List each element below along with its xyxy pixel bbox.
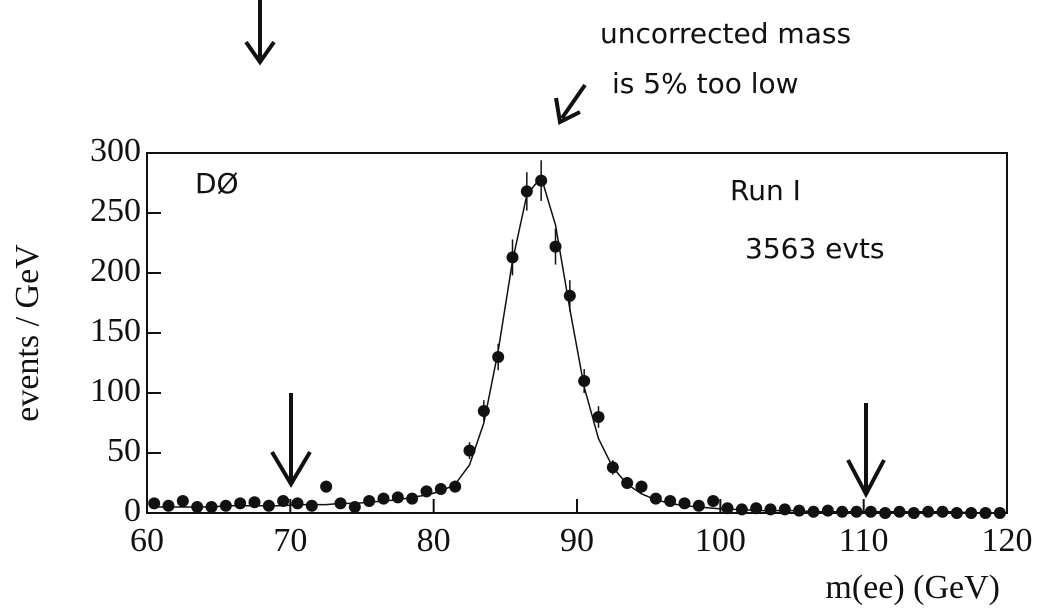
data-point	[807, 505, 820, 518]
data-point	[821, 504, 834, 517]
y-tick-label: 300	[90, 132, 141, 169]
data-point	[707, 495, 720, 507]
data-point	[205, 501, 218, 513]
data-point	[463, 444, 476, 457]
x-tick-label: 120	[982, 522, 1033, 559]
arrow	[270, 393, 312, 488]
data-point	[664, 495, 677, 507]
data-point	[520, 185, 533, 198]
data-point	[563, 289, 576, 302]
data-point	[535, 174, 548, 187]
data-point	[248, 496, 261, 509]
data-point	[305, 499, 318, 512]
x-tick-label: 70	[273, 522, 307, 559]
data-point	[477, 405, 490, 417]
data-point	[922, 505, 935, 518]
data-point	[793, 504, 806, 517]
x-tick-label: 60	[130, 522, 164, 559]
data-point	[606, 461, 619, 474]
data-point	[148, 497, 161, 510]
data-point	[377, 492, 390, 505]
data-point	[893, 505, 906, 518]
data-point	[406, 492, 419, 505]
x-tick-label: 80	[417, 522, 451, 559]
annotation: is 5% too low	[612, 67, 799, 100]
data-point	[850, 505, 863, 518]
data-point	[549, 240, 562, 253]
data-point	[506, 251, 519, 264]
fit-line	[154, 175, 1000, 514]
data-point	[864, 505, 877, 518]
data-point	[420, 485, 433, 498]
data-point	[950, 507, 963, 519]
data-point	[277, 495, 290, 507]
data-point	[234, 497, 247, 510]
data-point	[936, 505, 949, 518]
arrow	[846, 403, 886, 499]
data-point	[592, 411, 605, 423]
data-point	[262, 499, 275, 512]
data-point	[836, 505, 849, 518]
data-point	[979, 507, 992, 519]
x-axis-label: m(ee) (GeV)	[825, 569, 1000, 606]
data-point	[434, 483, 447, 495]
data-point	[649, 492, 662, 505]
y-tick-label: 150	[90, 312, 141, 349]
data-point	[965, 507, 978, 519]
data-point	[879, 507, 892, 519]
y-tick-label: 200	[90, 252, 141, 289]
data-point	[391, 491, 404, 504]
data-point	[735, 503, 748, 516]
data-point	[320, 480, 333, 493]
data-point	[993, 507, 1006, 519]
data-point	[176, 495, 189, 507]
arrow	[244, 0, 276, 66]
y-tick-label: 50	[107, 432, 141, 469]
data-point	[334, 497, 347, 510]
data-point	[363, 495, 376, 507]
data-point	[778, 503, 791, 516]
x-tick-label: 100	[695, 522, 746, 559]
annotation: Run I	[730, 174, 801, 207]
annotation: DØ	[195, 167, 239, 200]
data-point	[449, 480, 462, 493]
data-point	[907, 507, 920, 519]
data-point	[492, 351, 505, 363]
data-point	[348, 501, 361, 513]
x-tick-label: 90	[560, 522, 594, 559]
data-point	[291, 497, 304, 510]
data-point	[692, 499, 705, 512]
data-point	[678, 497, 691, 510]
data-point	[721, 502, 734, 515]
data-point	[635, 480, 648, 493]
data-point	[621, 477, 634, 489]
y-axis-label: events / GeV	[9, 244, 46, 422]
data-point	[764, 503, 777, 516]
x-tick-label: 110	[839, 522, 889, 559]
arrow	[554, 83, 587, 125]
data-point	[191, 501, 204, 513]
data-point	[750, 502, 763, 515]
annotation: uncorrected mass	[600, 17, 851, 50]
y-tick-label: 0	[124, 492, 141, 529]
annotation: 3563 evts	[745, 232, 885, 265]
y-tick-label: 250	[90, 192, 141, 229]
data-point	[162, 499, 175, 512]
data-point	[578, 375, 591, 387]
y-tick-label: 100	[90, 372, 141, 409]
arrows	[244, 0, 886, 499]
data-point	[219, 499, 232, 512]
